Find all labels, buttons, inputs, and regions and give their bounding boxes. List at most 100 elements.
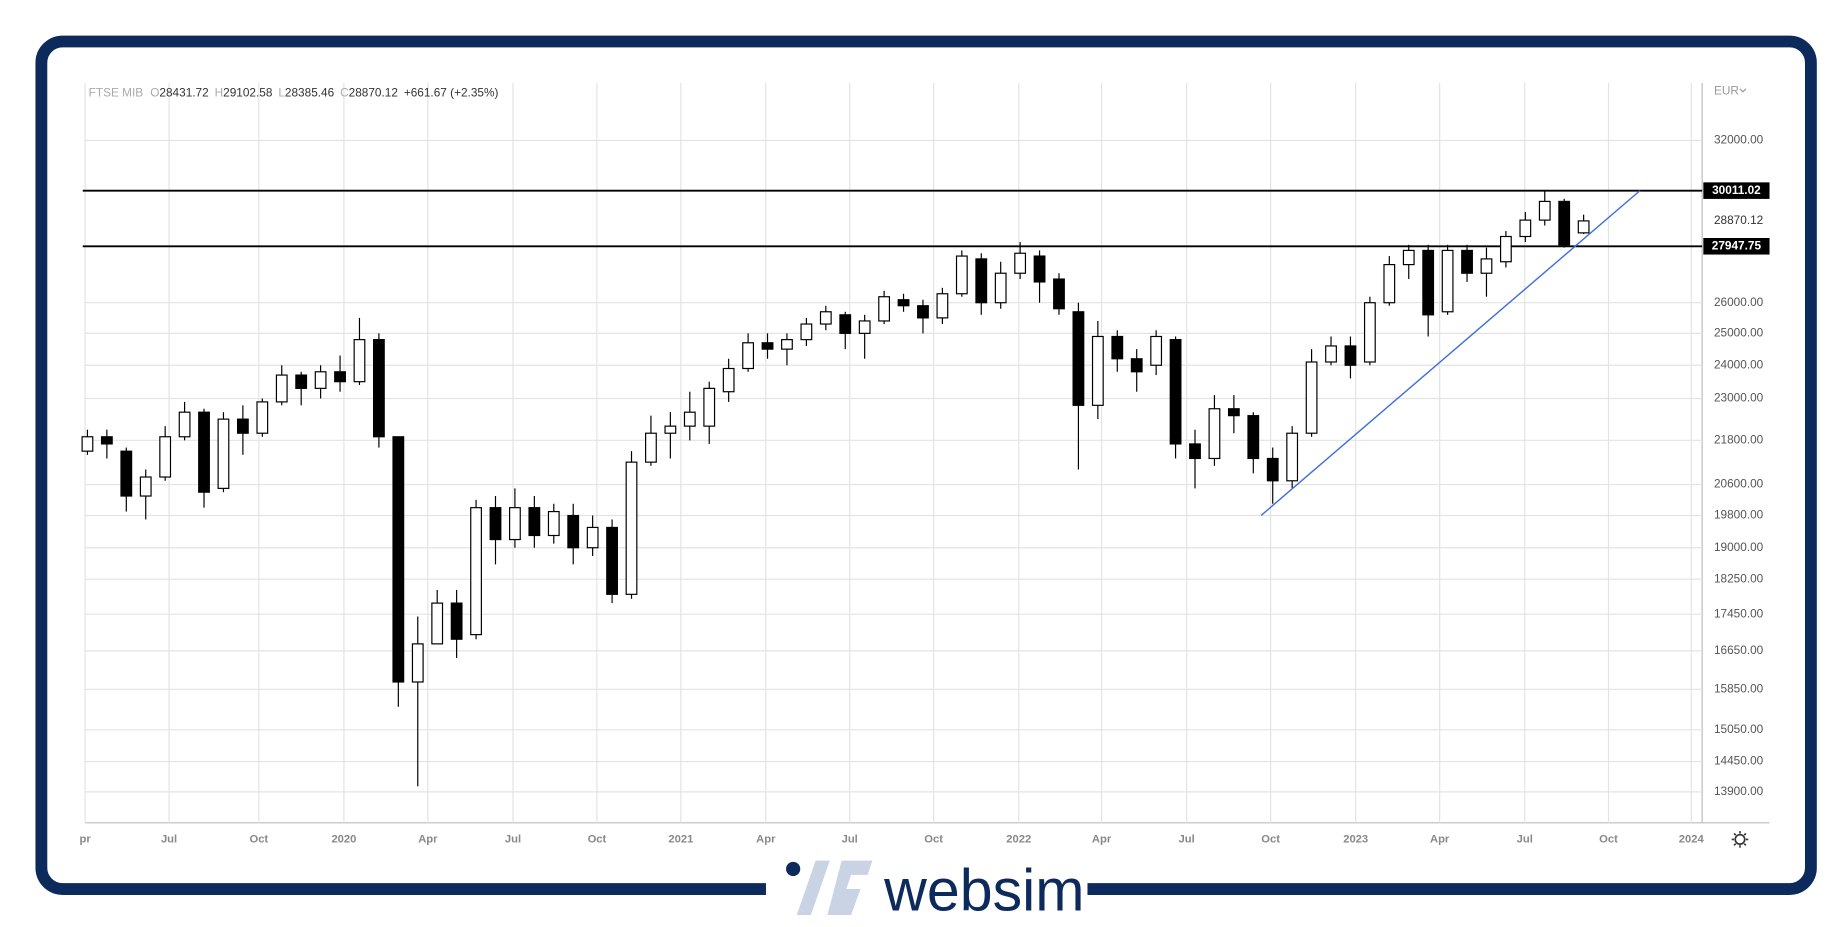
candle-body [470, 507, 482, 636]
candle-body [489, 507, 502, 541]
y-tick-label: 13900.00 [1714, 784, 1764, 798]
y-tick-label: 15050.00 [1714, 722, 1764, 736]
x-tick-label: Oct [249, 833, 268, 845]
candle-body [295, 374, 308, 389]
candle-body [839, 314, 852, 334]
candle-body [800, 323, 813, 341]
candle-body [372, 339, 385, 438]
x-tick-label: Jul [505, 833, 521, 845]
candle-body [450, 602, 463, 640]
candle-body [936, 293, 949, 319]
candle-body [742, 342, 755, 370]
ohlc-key: C [340, 86, 349, 100]
x-tick-label: Jul [842, 833, 858, 845]
candle-body [781, 339, 793, 350]
candle-body [683, 411, 696, 427]
x-tick-label: Jul [1517, 833, 1533, 845]
brand-name: websim [883, 857, 1084, 924]
candle-body [625, 461, 638, 595]
x-tick-label: Oct [1599, 833, 1618, 845]
y-tick-label: 26000.00 [1714, 295, 1764, 309]
candle-body [1150, 335, 1163, 366]
candle-body [431, 602, 444, 645]
candle-body [1441, 249, 1454, 313]
x-tick-label: 2023 [1343, 833, 1368, 845]
settings-gear[interactable] [1731, 831, 1749, 848]
x-tick-label: Oct [924, 833, 943, 845]
ohlc-legend: FTSE MIB O28431.72 H29102.58 L28385.46 C2887… [89, 86, 499, 100]
currency-select[interactable]: EUR [1714, 83, 1747, 97]
candle-body [1266, 457, 1279, 482]
ohlc-value: 29102.58 [223, 86, 273, 100]
candle-body [275, 374, 288, 403]
candle-body [528, 507, 541, 537]
candle-body [664, 425, 677, 434]
level-label: 27947.75 [1712, 238, 1762, 252]
candle-body [586, 526, 599, 549]
ohlc-value: 28385.46 [285, 86, 335, 100]
candle-body [897, 299, 910, 307]
candle-body [120, 450, 133, 497]
y-tick-label: 32000.00 [1714, 133, 1764, 147]
candle-body [217, 418, 230, 489]
candle-body [645, 432, 657, 463]
candle-body [1305, 361, 1318, 434]
candle-body [411, 643, 424, 683]
candle-body [392, 436, 405, 683]
x-tick-label: Apr [418, 833, 438, 845]
ohlc-value: 28431.72 [159, 86, 208, 100]
candle-body [314, 371, 327, 389]
candle-body [975, 258, 988, 304]
candle-body [1577, 220, 1590, 234]
candle-body [178, 411, 191, 438]
x-tick-label: 2021 [668, 833, 693, 845]
candle-body [1325, 345, 1337, 363]
candle-body [236, 418, 249, 434]
gear-ring [1734, 833, 1746, 845]
candle-body [81, 436, 94, 452]
candle-body [1558, 200, 1571, 246]
candle-body [1072, 311, 1085, 406]
candle-body [1130, 358, 1143, 373]
y-tick-label: 18250.00 [1714, 571, 1764, 585]
candle-body [1169, 339, 1182, 445]
y-tick-label: 19000.00 [1714, 540, 1764, 554]
candle-body [994, 272, 1007, 304]
candle-body [1033, 255, 1046, 283]
y-tick-label: 25000.00 [1714, 325, 1764, 339]
y-tick-label: 17450.00 [1714, 606, 1764, 620]
candle-body [1422, 249, 1435, 316]
y-tick-label: 16650.00 [1714, 643, 1764, 657]
x-tick-label: Apr [756, 833, 776, 845]
ohlc-key: L [278, 86, 285, 100]
ohlc-value: 28870.12 [349, 86, 398, 100]
ohlc-key: O [150, 86, 159, 100]
candle-body [858, 320, 871, 334]
x-tick-label: Apr [1092, 833, 1112, 845]
change: +661.67 (+2.35%) [404, 86, 499, 100]
candle-body [1363, 302, 1376, 363]
candle-body [1227, 408, 1240, 417]
x-tick-label: Jul [1179, 833, 1195, 845]
y-tick-label: 19800.00 [1714, 508, 1764, 522]
candle-body [1053, 278, 1065, 310]
x-tick-label: Jul [161, 833, 177, 845]
candle-body [1499, 235, 1512, 263]
candle-body [159, 436, 172, 478]
x-tick-label: Oct [588, 833, 607, 845]
candle-body [1461, 249, 1473, 274]
level-label-box [1703, 182, 1770, 199]
candle-body [761, 342, 774, 350]
candle-body [1247, 415, 1260, 460]
candle-body [139, 476, 152, 497]
level-label: 30011.02 [1712, 183, 1761, 197]
brand-dot [786, 861, 801, 877]
candle-body [1519, 219, 1532, 238]
candle-body [1402, 249, 1415, 266]
candle-body [1111, 335, 1124, 360]
brand: websim [765, 857, 1088, 924]
currency-label[interactable]: EUR [1714, 83, 1739, 97]
candle-body [1014, 252, 1027, 274]
y-tick-label: 14450.00 [1714, 754, 1764, 768]
